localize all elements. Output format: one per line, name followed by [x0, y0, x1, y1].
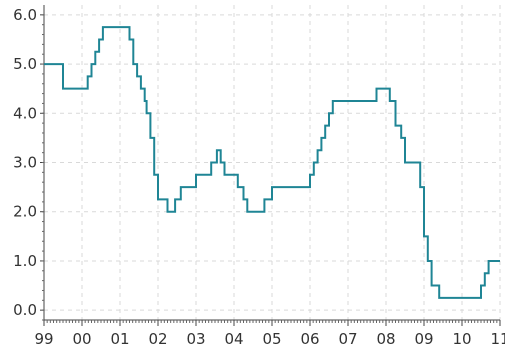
x-tick-label: 08: [376, 330, 395, 348]
axes: [40, 5, 501, 326]
y-tick-label: 2.0: [13, 203, 37, 221]
y-tick-label: 4.0: [13, 104, 37, 122]
x-tick-label: 09: [414, 330, 433, 348]
x-tick-label: 04: [224, 330, 243, 348]
x-tick-label: 99: [34, 330, 53, 348]
y-tick-label: 5.0: [13, 55, 37, 73]
y-tick-label: 1.0: [13, 252, 37, 270]
x-tick-label: 05: [262, 330, 281, 348]
y-tick-label: 0.0: [13, 301, 37, 319]
x-tick-label: 00: [72, 330, 91, 348]
x-tick-label: 11: [490, 330, 505, 348]
data-series: [44, 26, 500, 299]
y-tick-label: 3.0: [13, 154, 37, 172]
x-tick-label: 07: [338, 330, 357, 348]
series-line: [44, 26, 500, 299]
x-tick-label: 03: [186, 330, 205, 348]
x-tick-label: 01: [110, 330, 129, 348]
x-tick-label: 10: [452, 330, 471, 348]
x-tick-label: 02: [148, 330, 167, 348]
y-tick-label: 6.0: [13, 6, 37, 24]
grid-lines: [43, 5, 501, 320]
x-tick-label: 06: [300, 330, 319, 348]
tick-labels: 0.0 1.0 2.0 3.0 4.0 5.0 6.0 99 00 01 02 03 04 05 06 07 0…: [13, 6, 505, 348]
